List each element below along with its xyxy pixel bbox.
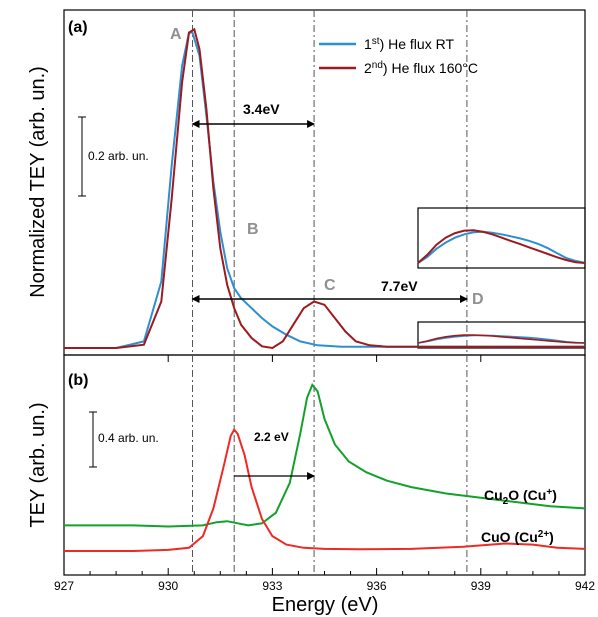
legend-entry-rt: 1st) He flux RT <box>364 36 454 52</box>
legend-entry-160c: 2nd) He flux 160°C <box>364 60 478 76</box>
label-cu2o: Cu2O (Cu+) <box>484 487 557 507</box>
source-box-series-160c <box>417 334 586 344</box>
panel-a-frame <box>63 9 586 356</box>
series-b-0 <box>64 382 586 528</box>
arrow-7p7ev-label: 7.7eV <box>381 278 418 294</box>
panel-a-series <box>64 27 585 350</box>
arrow-2p2ev-label: 2.2 eV <box>254 430 289 444</box>
x-axis-title: Energy (eV) <box>272 594 379 616</box>
panel-b-label: (b) <box>68 372 88 389</box>
x-tick-label-2: 933 <box>262 579 282 593</box>
x-tick-label-0: 927 <box>54 579 74 593</box>
panel-b-guides <box>192 355 468 575</box>
x-tick-label-5: 942 <box>575 579 595 593</box>
y-axis-title-b: TEY (arb. un.) <box>27 402 49 527</box>
x-axis-ticks: 927 930 933 936 939 942 <box>54 355 595 593</box>
peak-label-d: D <box>472 291 484 308</box>
x-tick-label-4: 939 <box>471 579 491 593</box>
peak-label-b: B <box>247 221 259 238</box>
inset-source-box <box>417 321 586 349</box>
inset-series-rt <box>417 230 586 264</box>
scale-bar-b-label: 0.4 arb. un. <box>98 431 159 445</box>
inset-zoom-box <box>417 207 586 269</box>
series-b-1 <box>64 427 586 552</box>
peak-label-c: C <box>324 277 336 294</box>
y-axis-title-a: Normalized TEY (arb. un.) <box>27 66 49 298</box>
peak-label-a: A <box>170 26 182 43</box>
legend: 1st) He flux RT 2nd) He flux 160°C <box>319 36 478 76</box>
arrow-3p4ev-label: 3.4eV <box>243 101 280 117</box>
panel-b-series <box>64 382 586 552</box>
series-a-1 <box>64 27 585 350</box>
scale-bar-a-label: 0.2 arb. un. <box>88 149 149 163</box>
scale-bar-a <box>78 116 86 197</box>
x-tick-label-1: 930 <box>158 579 178 593</box>
inset-series <box>417 229 586 344</box>
scale-bar-b <box>89 411 97 468</box>
x-tick-label-3: 936 <box>367 579 387 593</box>
label-cuo: CuO (Cu2+) <box>481 529 554 545</box>
inset-series-160c <box>417 229 586 264</box>
series-a-0 <box>64 31 585 349</box>
panel-a-label: (a) <box>68 19 88 36</box>
